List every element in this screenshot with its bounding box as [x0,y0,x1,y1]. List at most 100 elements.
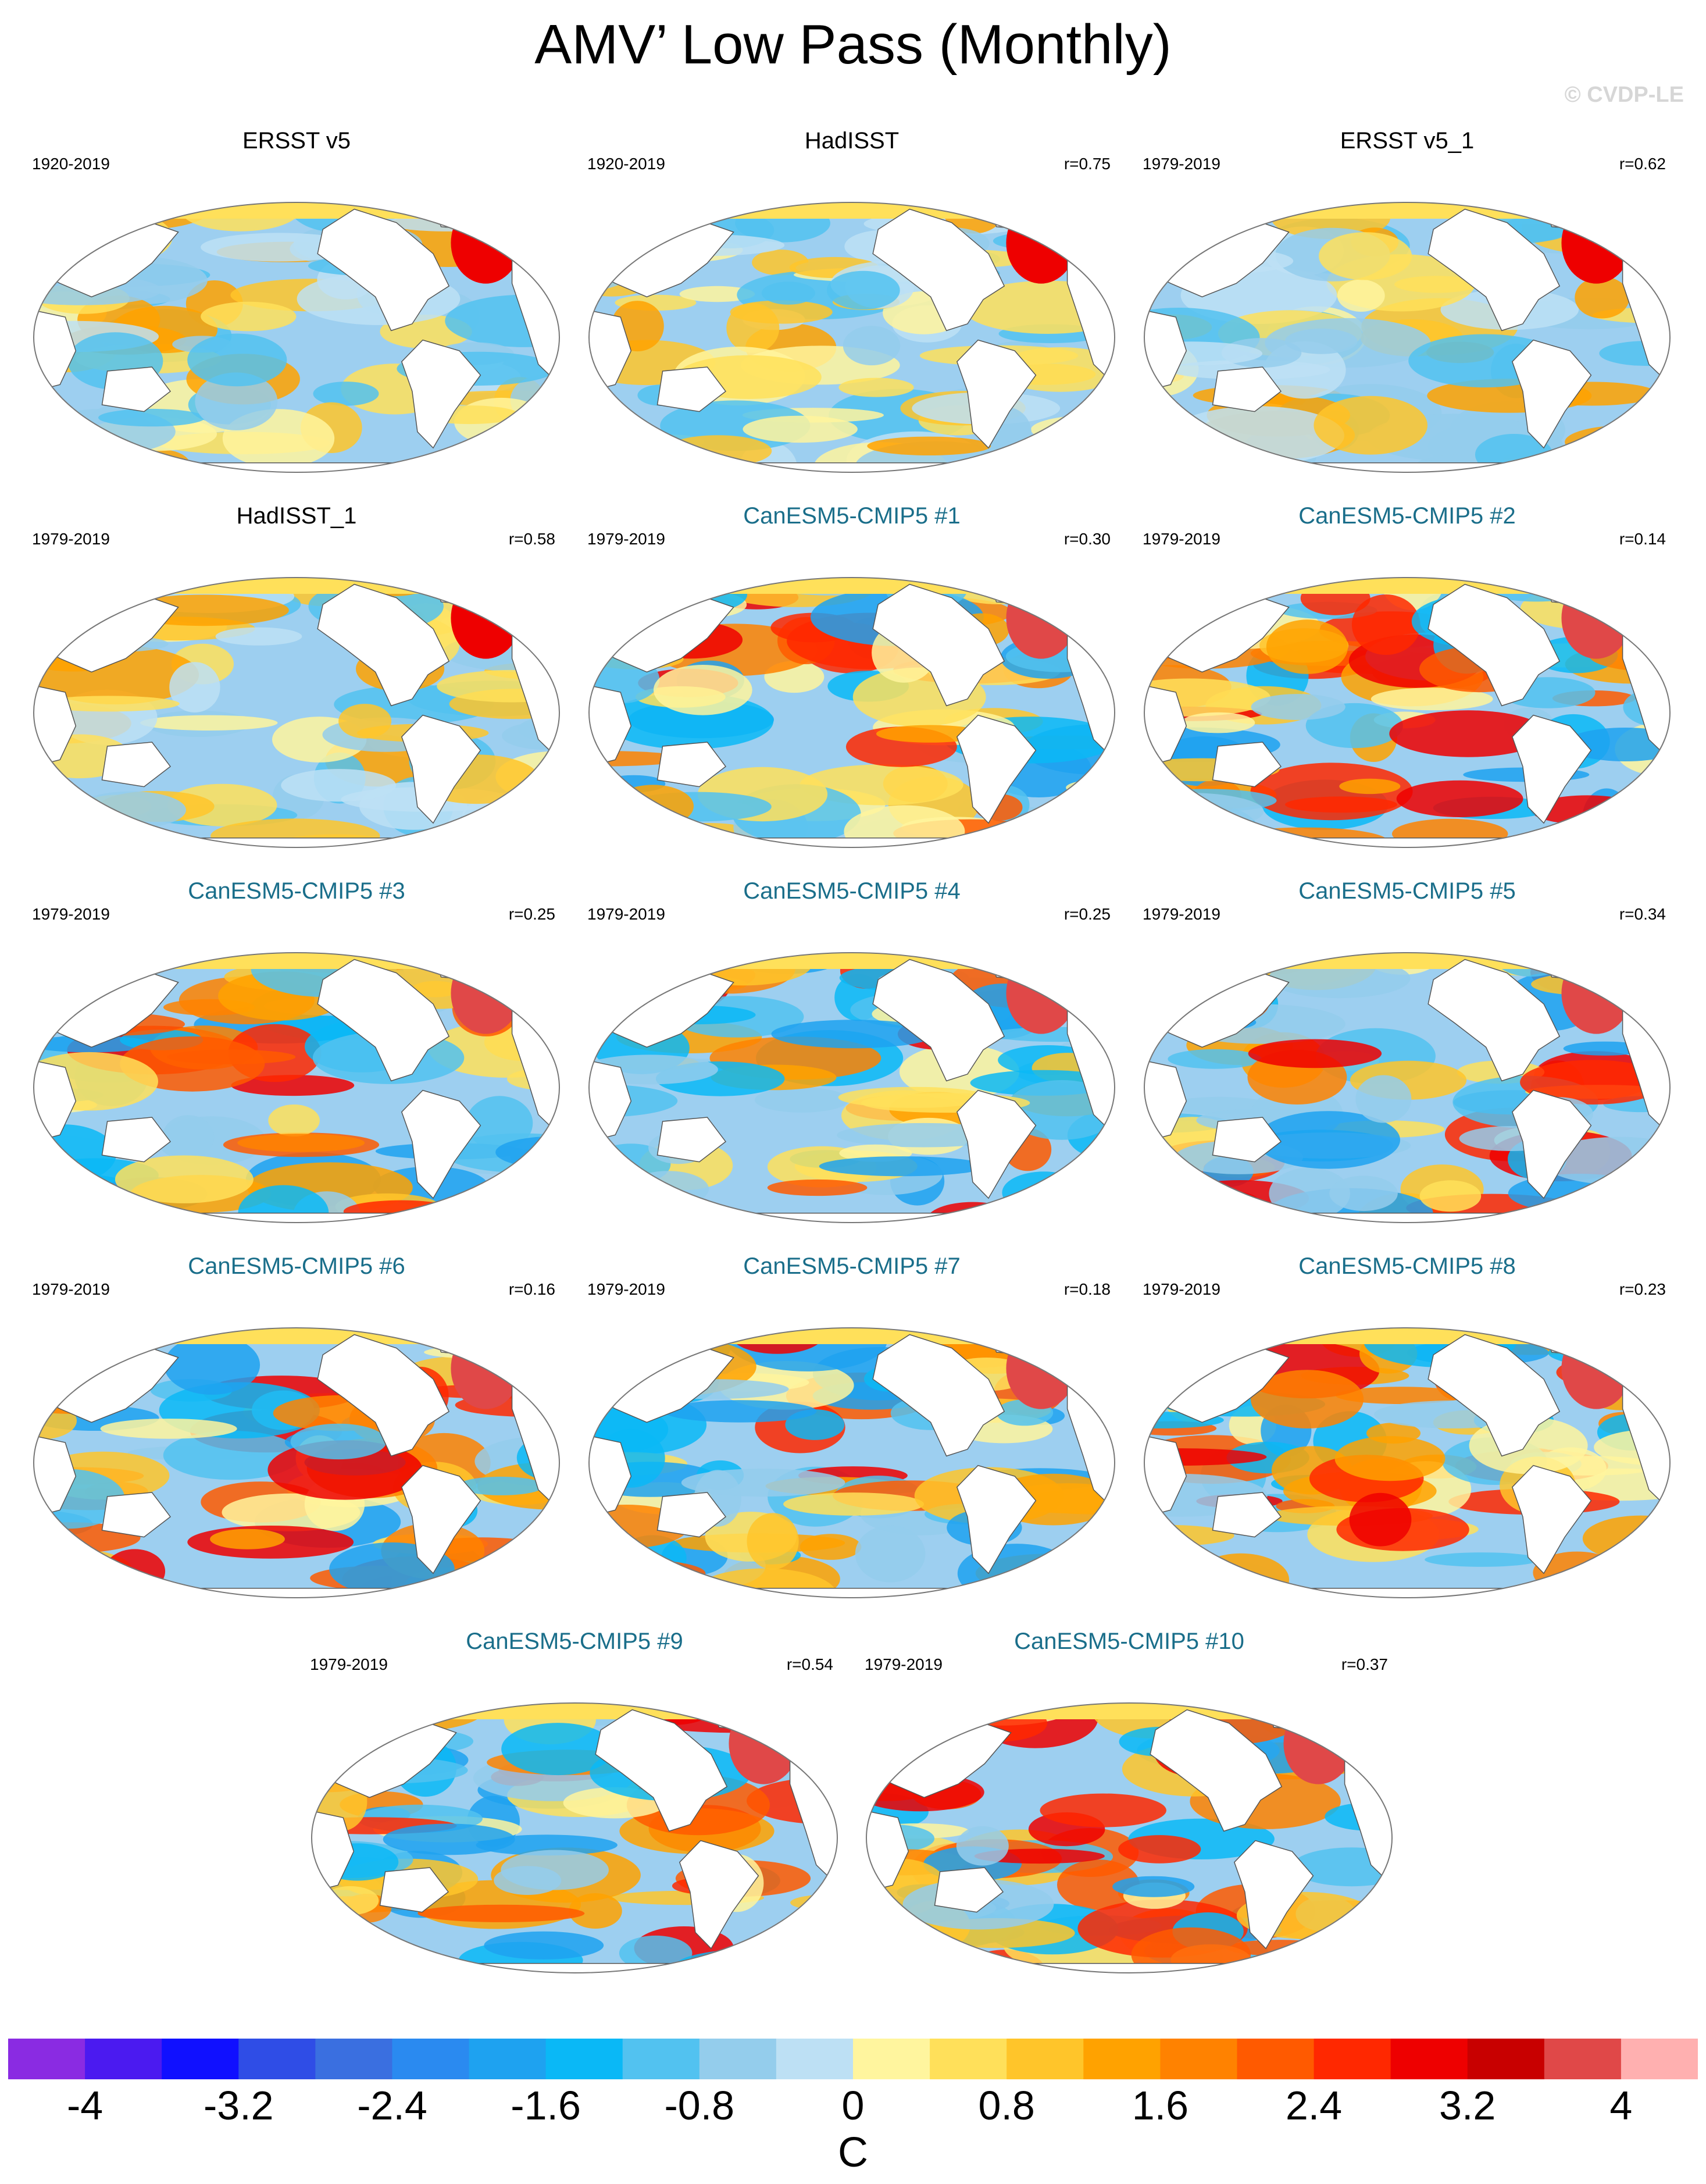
continent-landmass [101,366,172,412]
sst-anomaly-patch [1285,796,1397,813]
sst-anomaly-patch [819,1156,986,1177]
sst-anomaly-patch [826,270,900,310]
continent-landmass [1144,1213,1670,1223]
sst-anomaly-patch [1015,963,1115,984]
sst-anomaly-patch [1002,1171,1086,1214]
sst-anomaly-patch [34,1370,82,1394]
sst-anomaly-patch [267,1440,423,1500]
sst-anomaly-patch [771,1020,936,1049]
panel-period: 1979-2019 [865,1655,943,1673]
north-atlantic-anomaly [1006,1328,1076,1409]
sst-anomaly-patch [589,1586,691,1598]
continent-landmass [1212,1492,1282,1538]
continent-landmass [317,583,450,707]
continent-landmass [1144,1588,1670,1598]
continent-landmass [1427,1334,1561,1457]
colorbar-tick: 1.6 [1132,2083,1189,2128]
continent-landmass [401,1089,481,1199]
colorbar-segment [8,2039,85,2079]
sst-anomaly-patch [115,1155,254,1203]
continent-landmass [679,1840,759,1950]
sst-anomaly-patch [494,1866,562,1895]
sst-anomaly-patch [491,222,559,240]
sst-anomaly-patch [162,1115,215,1159]
panel-title: CanESM5-CMIP5 #1 [743,503,961,529]
continent-landmass [1212,1117,1282,1163]
continent-landmass [866,1810,909,1893]
sst-anomaly-patch [1144,808,1190,830]
sst-anomaly-patch [512,414,559,455]
sst-anomaly-patch [34,202,94,238]
sst-anomaly-patch [866,1919,919,1973]
sst-anomaly-patch [1370,687,1493,711]
sst-anomaly-patch [37,696,180,712]
panel-correlation: r=0.16 [508,1280,555,1298]
colorbar-segment [85,2039,162,2079]
continent-landmass [1543,202,1592,230]
sst-anomaly-patch [1396,780,1523,817]
continent-landmass [987,1328,1037,1356]
map-boundary [33,1327,560,1598]
sst-anomaly-patch [679,286,755,302]
panel-period: 1979-2019 [587,905,665,923]
panel-title: ERSST v5 [242,128,351,154]
colorbar-segment [392,2039,470,2079]
colorbar-segment [1007,2039,1084,2079]
panel-title: CanESM5-CMIP5 #8 [1298,1253,1516,1279]
sst-anomaly-patch [589,439,638,472]
sst-anomaly-patch [747,1513,799,1570]
sst-anomaly-patch [1248,1039,1382,1068]
sst-anomaly-patch [237,1134,365,1152]
sst-anomaly-patch [104,1549,166,1594]
colorbar-segment [776,2039,854,2079]
map-panel: CanESM5-CMIP5 #7 1979-2019 r=0.18 [579,1253,1125,1614]
sst-anomaly-patch [707,1940,837,1973]
sst-anomaly-patch [34,582,115,616]
map-svg [866,1702,1393,1973]
map-svg [33,1327,560,1598]
continent-landmass [987,953,1037,981]
panel-title: CanESM5-CMIP5 #6 [188,1253,405,1279]
continent-landmass [589,309,632,392]
sst-anomaly-patch [210,818,380,847]
arctic-strip [589,202,1115,219]
colorbar-segment [699,2039,777,2079]
sst-anomaly-patch [1044,202,1115,245]
panel-correlation: r=0.18 [1063,1280,1111,1298]
continent-landmass [432,578,481,605]
continent-landmass [589,838,1115,847]
sst-anomaly-patch [313,382,379,406]
panel-correlation: r=0.75 [1063,155,1111,173]
map-panel: CanESM5-CMIP5 #5 1979-2019 r=0.34 [1134,878,1680,1239]
continent-landmass [1543,1328,1592,1356]
north-atlantic-anomaly [451,1328,521,1409]
sst-anomaly-patch [383,1823,515,1855]
continent-landmass [589,685,632,767]
map-panel: CanESM5-CMIP5 #10 1979-2019 r=0.37 [856,1629,1402,1989]
sst-anomaly-patch [1520,1060,1666,1105]
continent-landmass [1144,838,1670,847]
colorbar-segment [930,2039,1007,2079]
sst-anomaly-patch [508,1199,559,1214]
map-panel: HadISST 1920-2019 r=0.75 [579,128,1125,489]
arctic-strip [1144,202,1670,219]
sst-anomaly-patch [1266,619,1348,674]
sst-anomaly-patch [73,202,213,230]
panel-title: ERSST v5_1 [1340,128,1475,154]
sst-anomaly-patch [215,627,302,646]
sst-anomaly-patch [499,582,559,640]
sst-anomaly-patch [589,1328,718,1349]
panel-period: 1979-2019 [1143,155,1220,173]
continent-landmass [317,208,450,332]
map-boundary [1144,577,1671,848]
colorbar-tick: 3.2 [1439,2083,1496,2128]
map-panel: ERSST v5_1 1979-2019 r=0.62 [1134,128,1680,489]
continent-landmass [589,462,1115,472]
sst-anomaly-patch [238,1185,329,1223]
sst-anomaly-patch [761,282,815,305]
continent-landmass [34,309,77,392]
sst-anomaly-patch [201,301,297,332]
continent-landmass [34,1435,77,1517]
sst-anomaly-patch [34,202,130,248]
sst-anomaly-patch [1118,1835,1201,1864]
